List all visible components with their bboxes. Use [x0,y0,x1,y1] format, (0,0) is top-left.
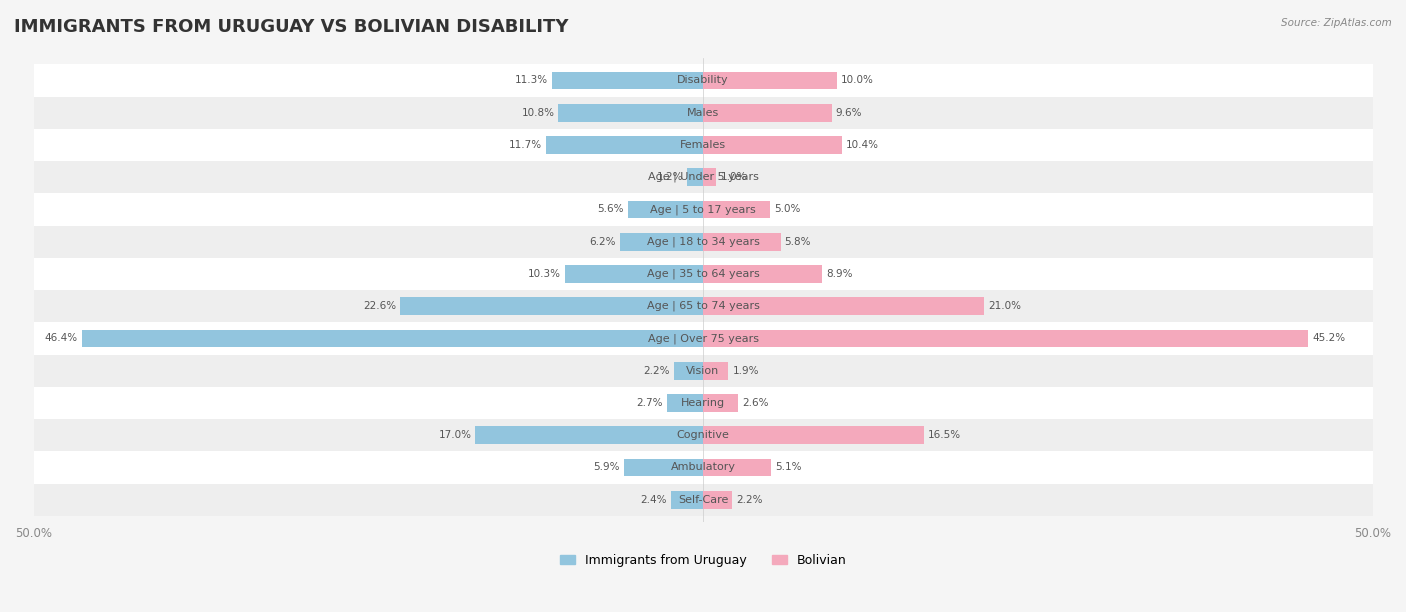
Text: 2.7%: 2.7% [637,398,662,408]
Text: 10.8%: 10.8% [522,108,554,118]
Text: 10.3%: 10.3% [529,269,561,279]
Text: Females: Females [681,140,725,150]
Text: Cognitive: Cognitive [676,430,730,440]
Text: 1.9%: 1.9% [733,365,759,376]
Bar [34,419,1372,451]
Text: 5.8%: 5.8% [785,237,811,247]
Bar [628,201,703,218]
Bar [666,394,703,412]
Text: 10.4%: 10.4% [846,140,879,150]
Bar [688,168,703,186]
Text: 1.0%: 1.0% [720,172,747,182]
Bar [565,265,703,283]
Bar [620,233,703,250]
Text: 21.0%: 21.0% [988,301,1021,311]
Text: Age | 5 to 17 years: Age | 5 to 17 years [650,204,756,215]
Text: Age | Under 5 years: Age | Under 5 years [648,172,758,182]
Text: 8.9%: 8.9% [827,269,852,279]
Text: 10.0%: 10.0% [841,75,873,86]
Text: 45.2%: 45.2% [1312,334,1346,343]
Text: 17.0%: 17.0% [439,430,471,440]
Bar [703,201,770,218]
Bar [34,354,1372,387]
Bar [558,104,703,122]
Bar [34,451,1372,483]
Bar [703,233,780,250]
Bar [34,161,1372,193]
Text: 5.6%: 5.6% [598,204,624,214]
Bar [547,136,703,154]
Text: 2.2%: 2.2% [737,494,763,505]
Bar [703,427,924,444]
Text: Self-Care: Self-Care [678,494,728,505]
Bar [624,458,703,476]
Bar [34,323,1372,354]
Text: Ambulatory: Ambulatory [671,463,735,472]
Bar [703,458,772,476]
Text: 11.7%: 11.7% [509,140,543,150]
Text: Age | Over 75 years: Age | Over 75 years [648,333,758,344]
Text: 22.6%: 22.6% [363,301,396,311]
Bar [703,329,1308,347]
Bar [401,297,703,315]
Bar [34,483,1372,516]
Text: 11.3%: 11.3% [515,75,548,86]
Bar [703,136,842,154]
Text: IMMIGRANTS FROM URUGUAY VS BOLIVIAN DISABILITY: IMMIGRANTS FROM URUGUAY VS BOLIVIAN DISA… [14,18,568,36]
Bar [34,258,1372,290]
Bar [703,394,738,412]
Text: Males: Males [688,108,718,118]
Bar [703,72,837,89]
Bar [673,362,703,379]
Text: Vision: Vision [686,365,720,376]
Bar [34,290,1372,323]
Text: 5.1%: 5.1% [775,463,801,472]
Text: Source: ZipAtlas.com: Source: ZipAtlas.com [1281,18,1392,28]
Bar [34,129,1372,161]
Text: 1.2%: 1.2% [657,172,683,182]
Bar [703,265,823,283]
Text: 2.6%: 2.6% [742,398,768,408]
Text: 16.5%: 16.5% [928,430,962,440]
Bar [82,329,703,347]
Bar [475,427,703,444]
Bar [34,64,1372,97]
Bar [551,72,703,89]
Text: 46.4%: 46.4% [45,334,77,343]
Bar [703,168,717,186]
Bar [703,362,728,379]
Text: 9.6%: 9.6% [835,108,862,118]
Bar [34,97,1372,129]
Text: 2.2%: 2.2% [643,365,669,376]
Bar [34,193,1372,226]
Bar [703,491,733,509]
Bar [671,491,703,509]
Text: Hearing: Hearing [681,398,725,408]
Text: Age | 18 to 34 years: Age | 18 to 34 years [647,236,759,247]
Text: 5.9%: 5.9% [593,463,620,472]
Bar [34,387,1372,419]
Text: Age | 35 to 64 years: Age | 35 to 64 years [647,269,759,279]
Text: 5.0%: 5.0% [773,204,800,214]
Text: 2.4%: 2.4% [640,494,666,505]
Bar [34,226,1372,258]
Legend: Immigrants from Uruguay, Bolivian: Immigrants from Uruguay, Bolivian [555,549,851,572]
Text: Age | 65 to 74 years: Age | 65 to 74 years [647,301,759,312]
Text: 6.2%: 6.2% [589,237,616,247]
Bar [703,297,984,315]
Text: Disability: Disability [678,75,728,86]
Bar [703,104,831,122]
